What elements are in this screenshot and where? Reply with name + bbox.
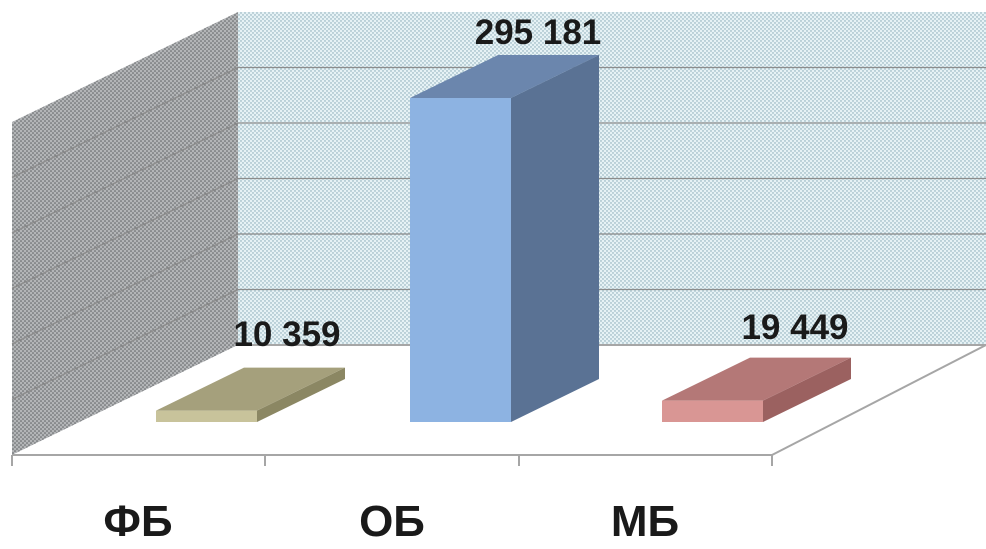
bar-top [156,367,345,411]
x-tick-label-mb: МБ [611,497,679,546]
gridlines [11,66,986,401]
x-tick-label-fb: ФБ [103,497,172,546]
x-tick-label-ob: ОБ [359,497,425,546]
gridline-side [11,288,239,401]
bar-front [410,98,511,422]
bar-top [662,357,851,401]
bar-side [763,357,851,422]
x-axis-labels: ФБ ОБ МБ [103,497,679,546]
floor-edge-right [771,344,986,456]
gridline-side [11,233,239,345]
bar-top [410,55,599,98]
gridline-side [11,66,239,179]
gridline-side [11,177,239,290]
bar-side [511,55,599,422]
data-labels: 10 359 295 181 19 449 [233,13,848,354]
data-label-ob: 295 181 [475,13,602,52]
bars [156,55,851,422]
data-label-mb: 19 449 [741,308,848,347]
data-label-fb: 10 359 [233,315,340,354]
axes [11,344,986,466]
bar-об [410,55,599,422]
gridline-side [11,122,239,234]
bar-front [156,410,257,422]
bar-фб [156,367,345,422]
bar-front [662,400,763,422]
bar-side [257,367,345,422]
bar-мб [662,357,851,422]
